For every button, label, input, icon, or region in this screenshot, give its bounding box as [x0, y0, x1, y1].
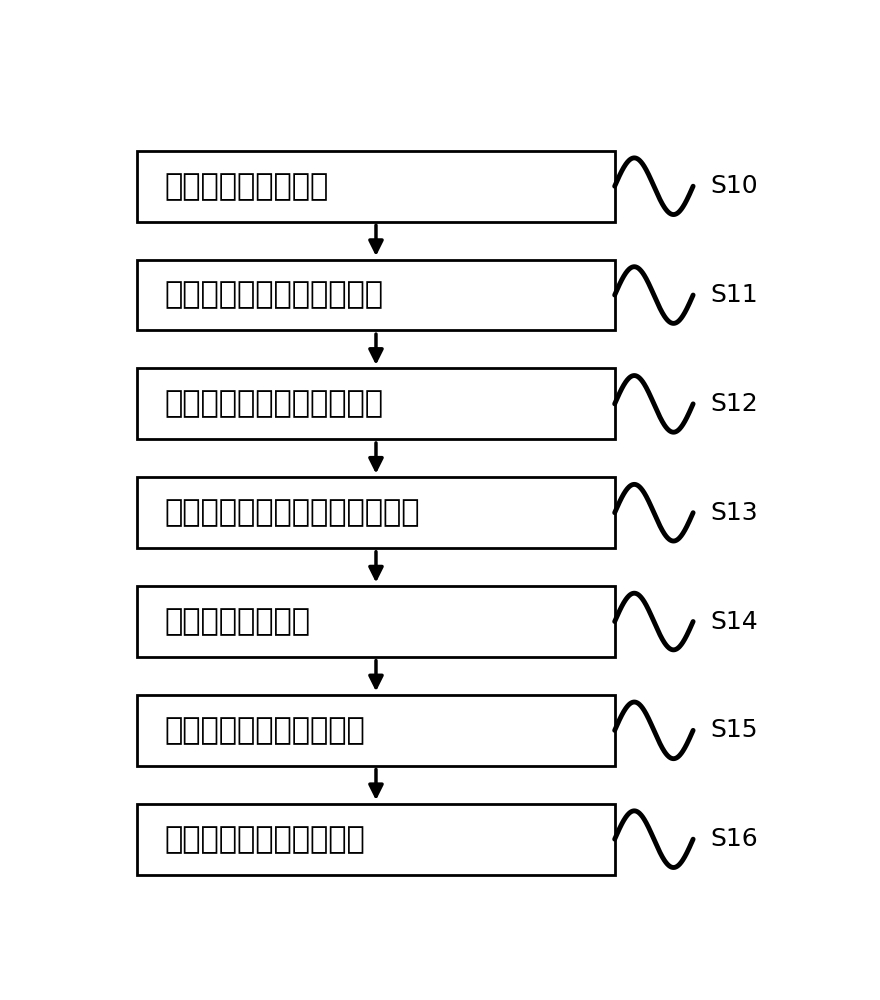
- Text: 后装放射治疗手术计划生成: 后装放射治疗手术计划生成: [165, 389, 384, 418]
- FancyBboxPatch shape: [137, 368, 614, 439]
- Text: 生成放射治疗模板: 生成放射治疗模板: [165, 607, 311, 636]
- Text: S11: S11: [710, 283, 758, 307]
- FancyBboxPatch shape: [137, 477, 614, 548]
- Text: S16: S16: [710, 827, 758, 851]
- Text: S15: S15: [710, 718, 758, 742]
- Text: S13: S13: [710, 501, 758, 525]
- Text: 打印三维模型和针道数据: 打印三维模型和针道数据: [165, 825, 365, 854]
- Text: 在医学影像中标记肿瘤目标: 在医学影像中标记肿瘤目标: [165, 281, 384, 310]
- FancyBboxPatch shape: [137, 260, 614, 330]
- FancyBboxPatch shape: [137, 695, 614, 766]
- FancyBboxPatch shape: [137, 586, 614, 657]
- Text: 后装放射治疗手术计划计算优化: 后装放射治疗手术计划计算优化: [165, 498, 420, 527]
- Text: 输出三维模型和针道数据: 输出三维模型和针道数据: [165, 716, 365, 745]
- Text: S10: S10: [710, 174, 758, 198]
- Text: 获取施源柱三维模型: 获取施源柱三维模型: [165, 172, 329, 201]
- Text: S12: S12: [710, 392, 758, 416]
- FancyBboxPatch shape: [137, 151, 614, 222]
- Text: S14: S14: [710, 610, 758, 634]
- FancyBboxPatch shape: [137, 804, 614, 875]
